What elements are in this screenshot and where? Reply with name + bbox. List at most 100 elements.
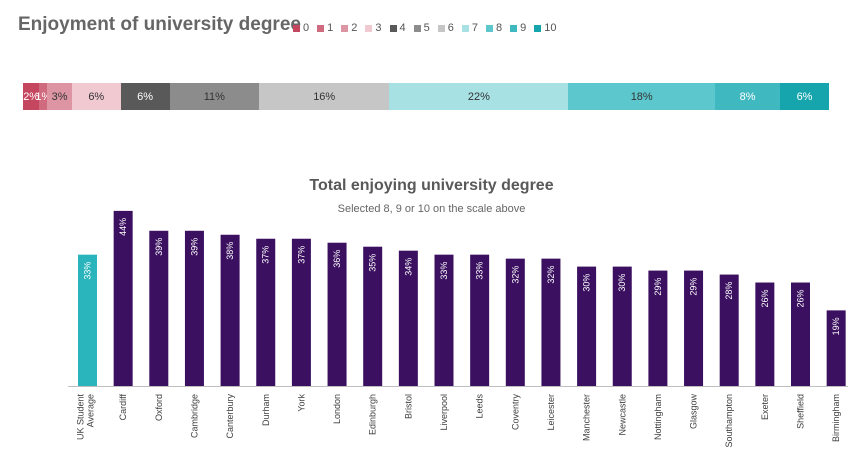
bar-value-label: 29% (653, 278, 663, 296)
bar-value-label: 30% (617, 274, 627, 292)
bar (256, 238, 276, 386)
bar (755, 282, 775, 386)
enjoyment-stacked-bar: 2% 1% 3% 6% 6% 11% 16% 22% 18% 8% 6% (23, 83, 829, 110)
bar-value-label: 37% (261, 246, 271, 264)
category-label: Cardiff (118, 394, 128, 421)
category-label: Canterbury (225, 394, 235, 439)
legend-label: 1 (327, 22, 334, 34)
stack-segment-9: 8% (714, 83, 781, 110)
bar-value-label: 36% (332, 250, 342, 268)
legend-item-0: 0 (293, 22, 309, 34)
stack-segment-10: 6% (780, 83, 829, 110)
stack-segment-label: 1% (35, 90, 52, 103)
bar-value-label: 38% (225, 242, 235, 260)
legend-label: 4 (399, 22, 406, 34)
scale-legend: 0 1 2 3 4 5 6 7 8 9 10 (293, 22, 557, 34)
legend-swatch (293, 24, 300, 32)
legend-swatch (461, 24, 469, 32)
legend-item-4: 4 (389, 22, 406, 34)
stack-segment-4: 6% (120, 83, 170, 110)
bar (826, 310, 846, 386)
bar (541, 258, 561, 386)
bar (577, 266, 597, 386)
stack-segment-1: 1% (35, 83, 51, 110)
category-label: Glasgow (689, 393, 699, 429)
bar-value-label: 33% (439, 262, 449, 280)
legend-label: 0 (303, 22, 310, 34)
category-label: Edinburgh (368, 394, 378, 435)
bar-value-label: 26% (796, 290, 806, 308)
bar-value-label: 28% (724, 282, 734, 300)
category-label: Coventry (510, 394, 520, 431)
category-label: UK StudentAverage (76, 394, 96, 441)
bar (612, 266, 632, 386)
category-label: Southampton (724, 394, 734, 448)
legend-item-8: 8 (486, 22, 502, 34)
legend-label: 6 (447, 22, 454, 34)
category-label: Durham (261, 394, 271, 426)
stack-segment-3: 6% (71, 83, 121, 110)
bar-value-label: 32% (546, 266, 556, 284)
bar-chart-title: Total enjoying university degree (309, 177, 554, 194)
bar-value-label: 29% (689, 278, 699, 296)
bar (184, 230, 204, 386)
bar-value-label: 37% (296, 246, 306, 264)
stack-segment-label: 18% (630, 90, 653, 103)
category-label: Sheffield (796, 394, 806, 429)
bar (113, 210, 133, 386)
stack-segment-label: 16% (313, 90, 336, 103)
bar (398, 250, 418, 386)
legend-swatch (534, 24, 542, 32)
stack-segment-label: 2% (23, 90, 40, 103)
stack-segment-5: 11% (169, 83, 260, 110)
bar-value-label: 30% (582, 274, 592, 292)
bar (719, 274, 739, 386)
legend-swatch (341, 24, 349, 32)
category-label: Manchester (582, 394, 592, 441)
category-label: Liverpool (439, 394, 449, 431)
legend-swatch (317, 24, 325, 32)
legend-swatch (413, 24, 421, 32)
stack-segment-8: 18% (568, 83, 715, 110)
bar-value-label: 35% (368, 254, 378, 272)
stack-segment-7: 22% (389, 83, 569, 110)
legend-item-1: 1 (317, 22, 333, 34)
top-chart-title: Enjoyment of university degree (18, 14, 301, 35)
stack-segment-label: 3% (51, 90, 68, 103)
bar-value-label: 34% (403, 258, 413, 276)
stack-segment-label: 6% (88, 90, 105, 103)
bar-value-label: 44% (118, 218, 128, 236)
legend-label: 2 (351, 22, 358, 34)
legend-swatch (510, 24, 518, 32)
bar-value-label: 33% (83, 262, 93, 280)
category-label: Leeds (475, 394, 485, 419)
legend-label: 3 (375, 22, 382, 34)
category-label: Oxford (154, 394, 164, 421)
bar (648, 270, 668, 386)
bar (78, 254, 97, 386)
bar (327, 242, 347, 386)
legend-label: 5 (423, 22, 430, 34)
category-label: Newcastle (617, 394, 627, 436)
legend-item-7: 7 (461, 22, 478, 34)
bar-value-label: 19% (831, 317, 841, 335)
bar (149, 230, 169, 386)
bar (505, 258, 525, 386)
legend-label: 9 (520, 22, 527, 34)
stack-segment-label: 6% (137, 90, 154, 103)
legend-item-10: 10 (534, 22, 557, 34)
legend-item-2: 2 (341, 22, 357, 34)
stack-segment-0: 2% (23, 83, 40, 110)
bar (791, 282, 810, 386)
legend-swatch (437, 24, 445, 32)
category-label: Cambridge (189, 394, 199, 438)
stack-segment-label: 22% (467, 90, 490, 103)
stack-segment-label: 6% (796, 90, 813, 103)
category-label: Nottingham (653, 394, 663, 440)
bar (220, 234, 240, 386)
bar-value-label: 26% (760, 290, 770, 308)
stack-segment-label: 11% (203, 90, 225, 103)
legend-swatch (389, 24, 397, 32)
bar (363, 246, 383, 386)
